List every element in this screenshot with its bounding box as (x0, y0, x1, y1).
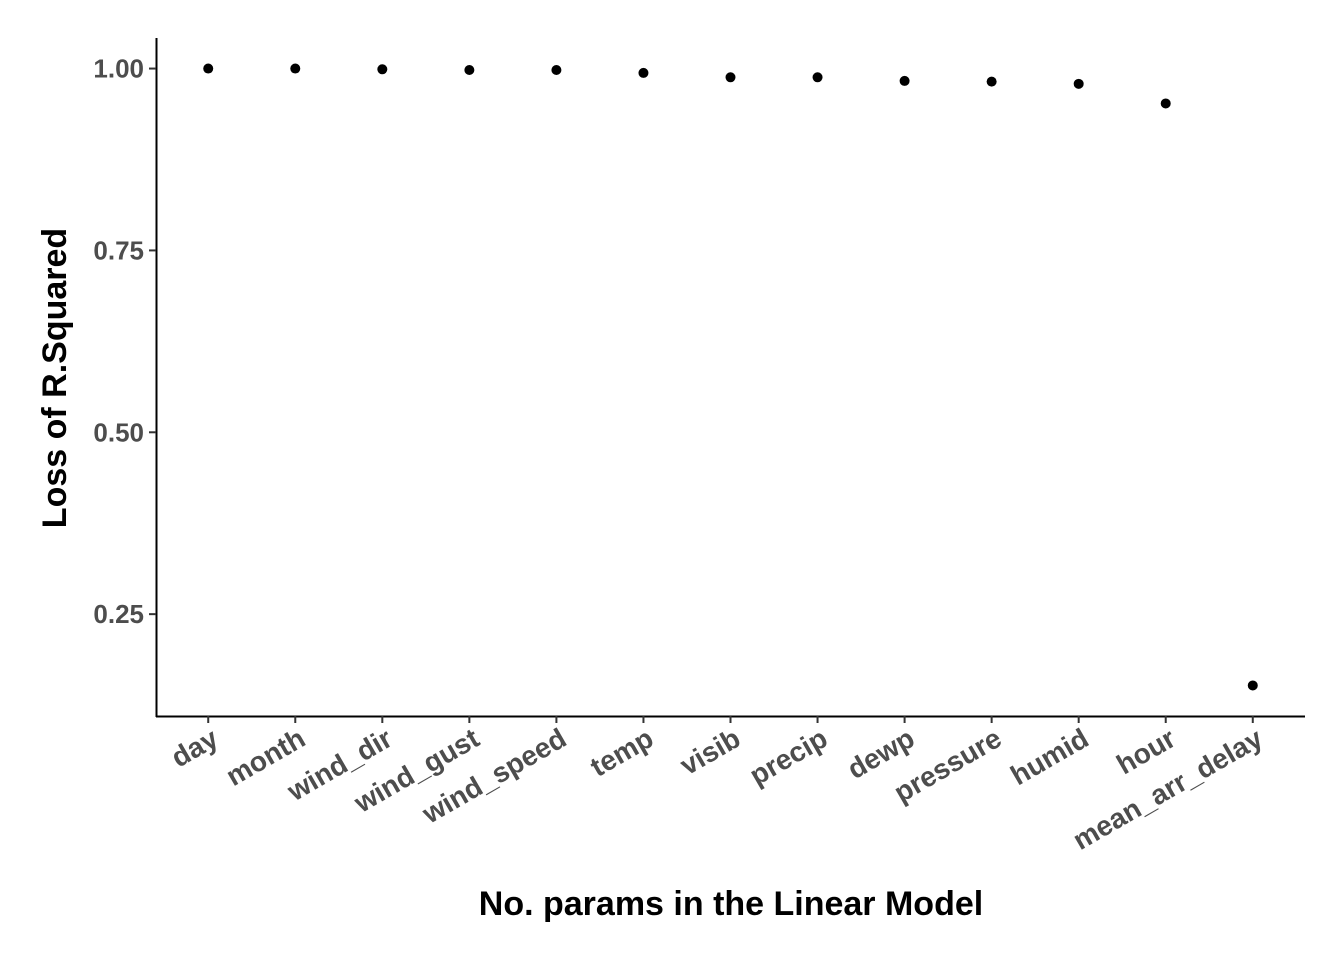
data-point-humid (1073, 78, 1084, 89)
data-point-wind-dir (377, 64, 388, 75)
data-point-dewp (899, 75, 910, 86)
data-point-precip (812, 72, 823, 83)
y-axis-title: Loss of R.Squared (36, 228, 74, 528)
data-point-mean-arr-delay (1247, 680, 1258, 691)
data-point-pressure (986, 76, 997, 87)
x-axis-title: No. params in the Linear Model (479, 885, 983, 923)
data-points (203, 63, 1258, 691)
y-tick-label: 1.00 (93, 54, 144, 84)
data-point-hour (1160, 98, 1171, 109)
data-point-wind-gust (464, 65, 475, 76)
y-tick-label: 0.75 (93, 235, 144, 265)
data-point-visib (725, 72, 736, 83)
data-point-month (290, 63, 301, 74)
data-point-temp (638, 67, 649, 78)
data-point-wind-speed (551, 65, 562, 76)
y-axis-ticks: 0.25 0.50 0.75 1.00 (93, 54, 156, 629)
data-point-day (203, 63, 214, 74)
y-tick-label: 0.50 (93, 417, 144, 447)
y-tick-label: 0.25 (93, 599, 144, 629)
